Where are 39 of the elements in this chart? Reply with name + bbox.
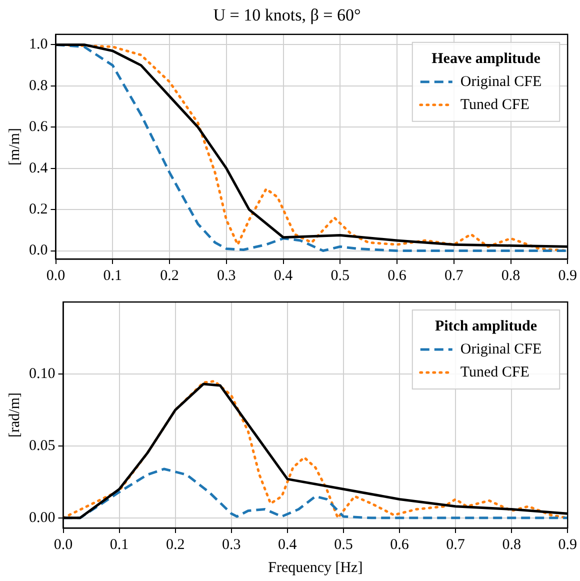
y-tick-label: 0.0: [29, 242, 48, 259]
legend-label: Original CFE: [460, 74, 542, 90]
x-tick-label: 0.3: [222, 536, 241, 553]
y-tick-label: 0.2: [29, 201, 48, 218]
x-tick-label: 0.3: [217, 268, 236, 284]
x-tick-label: 0.2: [160, 268, 179, 284]
x-tick-label: 0.0: [46, 268, 66, 284]
legend-label: Tuned CFE: [460, 96, 530, 113]
y-tick-label: 0.05: [29, 438, 56, 454]
x-tick-label: 0.1: [110, 536, 129, 553]
x-tick-label: 0.5: [334, 536, 353, 553]
legend-label: Tuned CFE: [460, 364, 530, 380]
legend-title: Pitch amplitude: [434, 318, 538, 334]
x-tick-label: 0.8: [501, 268, 520, 284]
x-tick-label: 0.0: [54, 536, 73, 553]
legend-title: Heave amplitude: [432, 50, 541, 67]
x-tick-label: 0.9: [558, 536, 577, 553]
x-tick-label: 0.6: [390, 536, 410, 553]
y-tick-label: 0.8: [29, 78, 48, 94]
x-tick-label: 0.8: [502, 536, 521, 553]
x-axis-title: Frequency [Hz]: [268, 560, 363, 576]
x-tick-label: 0.9: [558, 268, 577, 284]
x-tick-label: 0.5: [330, 268, 350, 284]
legend-label: Original CFE: [460, 341, 542, 358]
x-tick-label: 0.4: [278, 536, 298, 553]
y-tick-label: 0.4: [29, 160, 48, 176]
x-tick-label: 0.4: [274, 268, 294, 284]
y-axis-title: [m/m]: [6, 128, 23, 166]
x-tick-label: 0.7: [446, 536, 466, 553]
y-tick-label: 1.0: [29, 36, 48, 53]
y-tick-label: 0.6: [29, 119, 48, 136]
chart-title: U = 10 knots, β = 60°: [213, 6, 361, 25]
y-tick-label: 0.00: [29, 510, 56, 526]
x-tick-label: 0.1: [103, 268, 122, 284]
y-axis-title: [rad/m]: [6, 392, 23, 438]
x-tick-label: 0.2: [166, 536, 185, 553]
x-tick-label: 0.6: [388, 268, 407, 284]
y-tick-label: 0.10: [29, 366, 56, 382]
x-tick-label: 0.7: [444, 268, 464, 284]
